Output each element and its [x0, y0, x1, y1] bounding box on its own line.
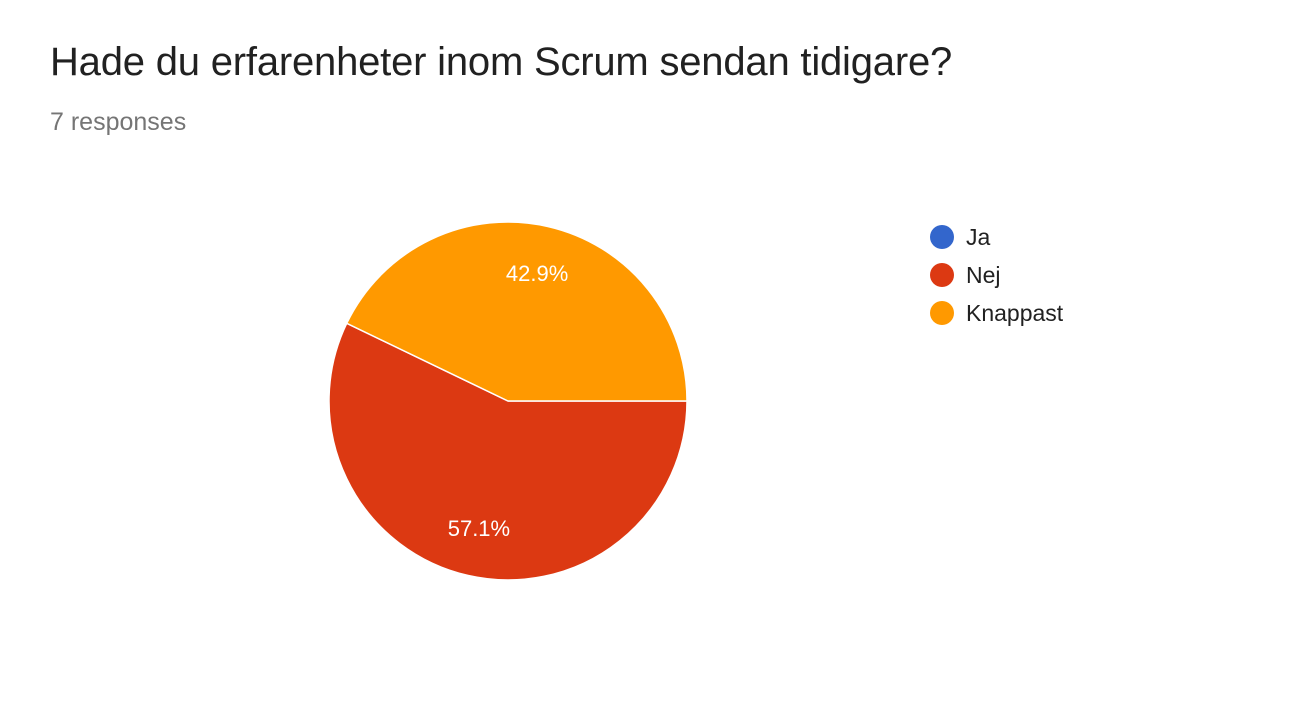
legend-swatch — [930, 301, 954, 325]
response-count: 7 responses — [50, 108, 187, 136]
legend-item-ja: Ja — [930, 218, 1063, 256]
chart-legend: Ja Nej Knappast — [930, 218, 1063, 332]
pie-slice-nej — [328, 322, 688, 581]
pie-label-knappast: 42.9% — [506, 261, 568, 286]
legend-swatch — [930, 263, 954, 287]
pie-slices — [328, 221, 688, 581]
pie-label-nej: 57.1% — [448, 516, 510, 541]
question-title: Hade du erfarenheter inom Scrum sendan t… — [50, 40, 953, 84]
pie-slice-knappast — [345, 221, 688, 402]
legend-label: Knappast — [966, 299, 1064, 326]
legend-item-nej: Nej — [930, 256, 1063, 294]
legend-item-knappast: Knappast — [930, 294, 1063, 332]
pie-labels: 57.1% 42.9% — [448, 261, 569, 541]
legend-swatch — [930, 225, 954, 249]
legend-label: Nej — [966, 261, 1001, 288]
legend-label: Ja — [966, 223, 991, 250]
